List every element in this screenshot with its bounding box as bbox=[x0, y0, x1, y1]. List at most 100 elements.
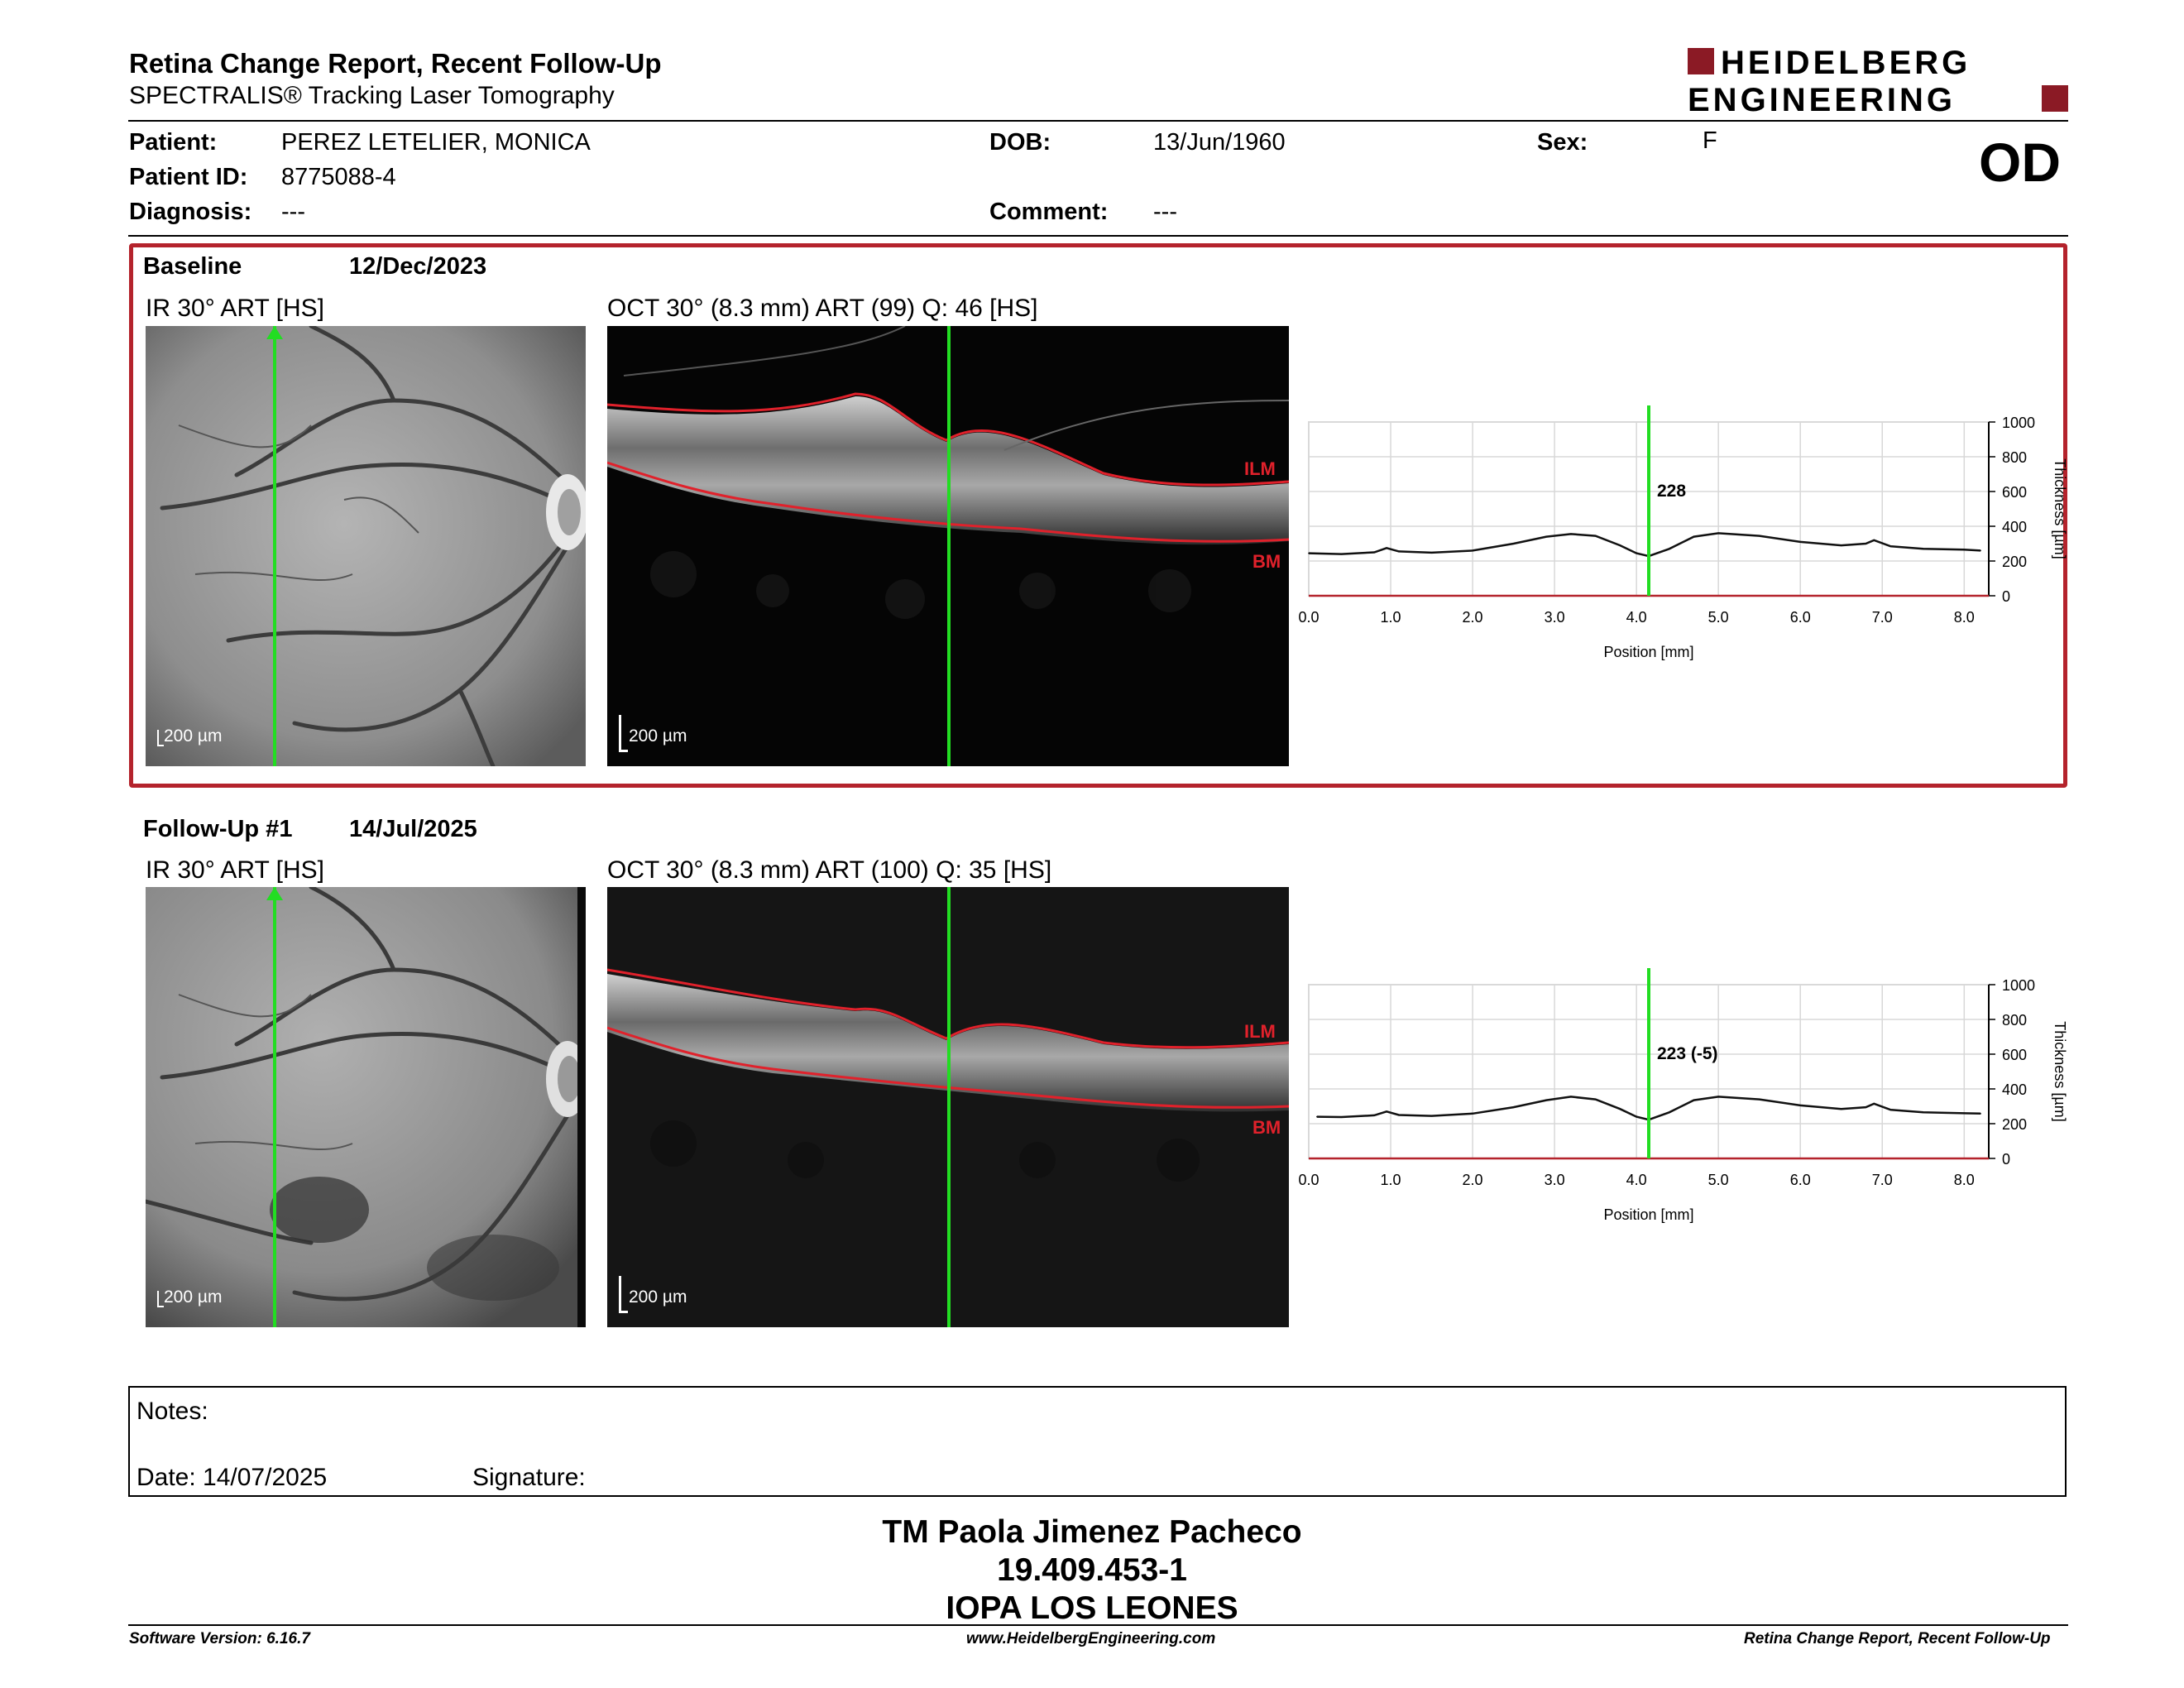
website-link[interactable]: www.HeidelbergEngineering.com bbox=[966, 1630, 1216, 1647]
logo-line1: HEIDELBERG bbox=[1721, 46, 1971, 81]
baseline-ir-scale-label: 200 µm bbox=[164, 727, 223, 746]
followup-ir-arrow-icon bbox=[266, 887, 283, 900]
thickness-point bbox=[1430, 552, 1433, 554]
comment-label: Comment: bbox=[989, 199, 1109, 225]
followup-ir-fundus-image: 200 µm bbox=[146, 887, 586, 1327]
y-tick-label: 800 bbox=[2002, 449, 2027, 466]
signature-label[interactable]: Signature: bbox=[472, 1464, 586, 1491]
thickness-point bbox=[1980, 1113, 1981, 1115]
x-tick-label: 3.0 bbox=[1545, 1172, 1565, 1188]
thickness-point bbox=[1693, 535, 1695, 538]
thickness-point bbox=[1889, 545, 1891, 547]
header-divider bbox=[128, 120, 2068, 122]
x-tick-label: 1.0 bbox=[1381, 1172, 1401, 1188]
followup-ilm-label: ILM bbox=[1244, 1021, 1276, 1042]
followup-oct-scale-label: 200 µm bbox=[629, 1288, 687, 1307]
heidelberg-logo: HEIDELBERG ENGINEERING bbox=[1688, 46, 2068, 116]
notes-label: Notes: bbox=[136, 1398, 208, 1425]
thickness-point bbox=[1386, 1110, 1387, 1113]
followup-date: 14/Jul/2025 bbox=[349, 816, 477, 842]
notes-box: Notes: Date: 14/07/2025 Signature: bbox=[128, 1386, 2067, 1497]
y-tick-label: 600 bbox=[2002, 1047, 2027, 1063]
followup-ir-scale-bar bbox=[157, 1291, 164, 1307]
thickness-point bbox=[1693, 1099, 1695, 1101]
thickness-point bbox=[1799, 1105, 1802, 1106]
followup-ir-caption: IR 30° ART [HS] bbox=[146, 856, 324, 884]
thickness-point bbox=[1873, 539, 1875, 541]
thickness-point bbox=[1570, 1096, 1572, 1098]
thickness-point bbox=[1373, 1115, 1376, 1116]
thickness-point bbox=[1922, 548, 1924, 550]
y-tick-label: 1000 bbox=[2002, 977, 2035, 994]
thickness-point bbox=[1472, 1113, 1473, 1115]
x-tick-label: 7.0 bbox=[1872, 1172, 1893, 1188]
thickness-point bbox=[1430, 1115, 1433, 1117]
x-axis-label: Position [mm] bbox=[1603, 644, 1693, 660]
thickness-point bbox=[1873, 1103, 1875, 1105]
thickness-point bbox=[1636, 552, 1637, 554]
baseline-frame bbox=[129, 243, 2067, 788]
dob-value: 13/Jun/1960 bbox=[1153, 129, 1286, 156]
x-tick-label: 0.0 bbox=[1298, 1172, 1319, 1188]
thickness-point bbox=[1717, 1096, 1719, 1098]
thickness-point bbox=[1340, 1116, 1343, 1118]
thickness-point bbox=[1619, 544, 1621, 546]
x-tick-label: 7.0 bbox=[1872, 609, 1893, 626]
baseline-ir-caption: IR 30° ART [HS] bbox=[146, 295, 324, 322]
patient-divider bbox=[128, 235, 2068, 237]
thickness-point bbox=[1472, 549, 1473, 552]
baseline-thickness-chart: 0 200 400 600 800 1000 0.0 1.0 2.0 3.0 4.0 5.0 6.0 7.… bbox=[1298, 405, 2068, 660]
y-tick-label: 400 bbox=[2002, 519, 2027, 535]
thickness-series-line bbox=[1316, 1096, 1981, 1121]
logo-line2: ENGINEERING bbox=[1688, 82, 1956, 116]
y-tick-label: 200 bbox=[2002, 1116, 2027, 1133]
x-tick-label: 4.0 bbox=[1626, 1172, 1647, 1188]
comment-value: --- bbox=[1153, 199, 1177, 225]
thickness-point bbox=[1570, 533, 1572, 535]
dob-label: DOB: bbox=[989, 129, 1051, 156]
footer-report-name: Retina Change Report, Recent Follow-Up bbox=[1744, 1630, 2051, 1647]
followup-label: Follow-Up #1 bbox=[143, 816, 293, 842]
thickness-point bbox=[1922, 1111, 1924, 1114]
y-axis-label: Thickness [µm] bbox=[2052, 458, 2068, 559]
thickness-point bbox=[1373, 551, 1376, 554]
patient-name: PEREZ LETELIER, MONICA bbox=[281, 129, 591, 156]
thickness-point bbox=[1980, 549, 1981, 552]
x-tick-label: 3.0 bbox=[1545, 609, 1565, 626]
thickness-series-line bbox=[1308, 532, 1981, 558]
x-tick-label: 2.0 bbox=[1463, 1172, 1483, 1188]
thickness-point bbox=[1512, 1106, 1515, 1108]
baseline-oct-caption: OCT 30° (8.3 mm) ART (99) Q: 46 [HS] bbox=[607, 295, 1038, 322]
patient-id-value: 8775088-4 bbox=[281, 164, 396, 190]
thickness-point bbox=[1840, 1108, 1842, 1110]
x-tick-label: 2.0 bbox=[1463, 609, 1483, 626]
baseline-oct-bscan-image: ILM BM 200 µm bbox=[607, 326, 1289, 766]
thickness-point bbox=[1963, 1112, 1966, 1115]
x-tick-label: 6.0 bbox=[1790, 609, 1811, 626]
footer-divider bbox=[128, 1624, 2068, 1626]
x-tick-label: 5.0 bbox=[1708, 609, 1729, 626]
thickness-point bbox=[1865, 543, 1867, 544]
thickness-point bbox=[1512, 543, 1515, 544]
diagnosis-label: Diagnosis: bbox=[129, 199, 252, 225]
y-tick-label: 0 bbox=[2002, 588, 2010, 605]
baseline-date: 12/Dec/2023 bbox=[349, 253, 487, 280]
thickness-point bbox=[1799, 541, 1802, 543]
baseline-oct-scan-line bbox=[947, 326, 951, 766]
sex-label: Sex: bbox=[1537, 129, 1588, 156]
thickness-point bbox=[1758, 535, 1760, 537]
cursor-value-label: 223 (-5) bbox=[1657, 1044, 1718, 1063]
followup-oct-caption: OCT 30° (8.3 mm) ART (100) Q: 35 [HS] bbox=[607, 856, 1052, 884]
baseline-oct-scale-label: 200 µm bbox=[629, 727, 687, 746]
signer-org: IOPA LOS LEONES bbox=[946, 1590, 1238, 1626]
y-tick-label: 400 bbox=[2002, 1081, 2027, 1098]
cursor-value-label: 228 bbox=[1657, 482, 1686, 501]
baseline-label: Baseline bbox=[143, 253, 242, 280]
x-axis-label: Position [mm] bbox=[1603, 1206, 1693, 1223]
baseline-ir-arrow-icon bbox=[266, 326, 283, 339]
y-axis-label: Thickness [µm] bbox=[2052, 1021, 2068, 1121]
signer-block: TM Paola Jimenez Pacheco 19.409.453-1 IO… bbox=[0, 1514, 2184, 1627]
baseline-ir-fundus-image: 200 µm bbox=[146, 326, 586, 766]
signer-name: TM Paola Jimenez Pacheco bbox=[882, 1514, 1302, 1550]
y-tick-label: 600 bbox=[2002, 484, 2027, 501]
